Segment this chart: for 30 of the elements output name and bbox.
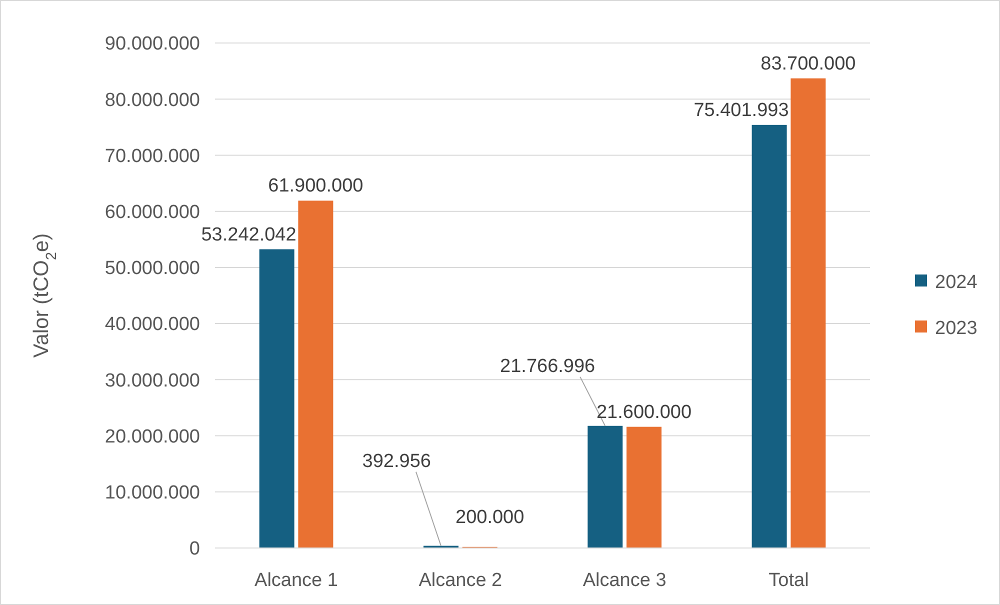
bar [259,249,294,548]
legend-label: 2024 [935,272,978,294]
y-tick-label: 80.000.000 [104,90,200,111]
y-tick-label: 60.000.000 [104,202,200,223]
legend-label: 2023 [935,318,978,340]
data-label: 21.600.000 [596,402,692,423]
y-tick-label: 70.000.000 [104,146,200,167]
bar [588,426,623,548]
y-tick-label: 30.000.000 [104,370,200,392]
data-label: 21.766.996 [500,356,596,377]
y-tick-label: 0 [189,538,200,560]
x-tick-label: Total [768,570,809,591]
data-label: 83.700.000 [760,53,856,74]
data-label: 53.242.042 [201,224,296,246]
y-tick-label: 20.000.000 [104,426,200,448]
bar [790,78,826,548]
y-tick-label: 50.000.000 [104,258,200,280]
y-tick-label: 90.000.000 [104,34,200,55]
data-label: 392.956 [362,450,431,472]
x-tick-label: Alcance 2 [418,570,502,591]
data-label: 200.000 [456,506,524,528]
y-tick-label: 10.000.000 [104,482,200,504]
x-tick-label: Alcance 3 [582,570,666,591]
bar [626,426,662,548]
data-label: 75.401.993 [694,100,789,121]
x-tick-label: Alcance 1 [254,570,338,591]
bar [752,124,787,548]
data-label: 61.900.000 [268,176,364,197]
y-tick-label: 40.000.000 [104,314,200,336]
bar [298,200,334,548]
